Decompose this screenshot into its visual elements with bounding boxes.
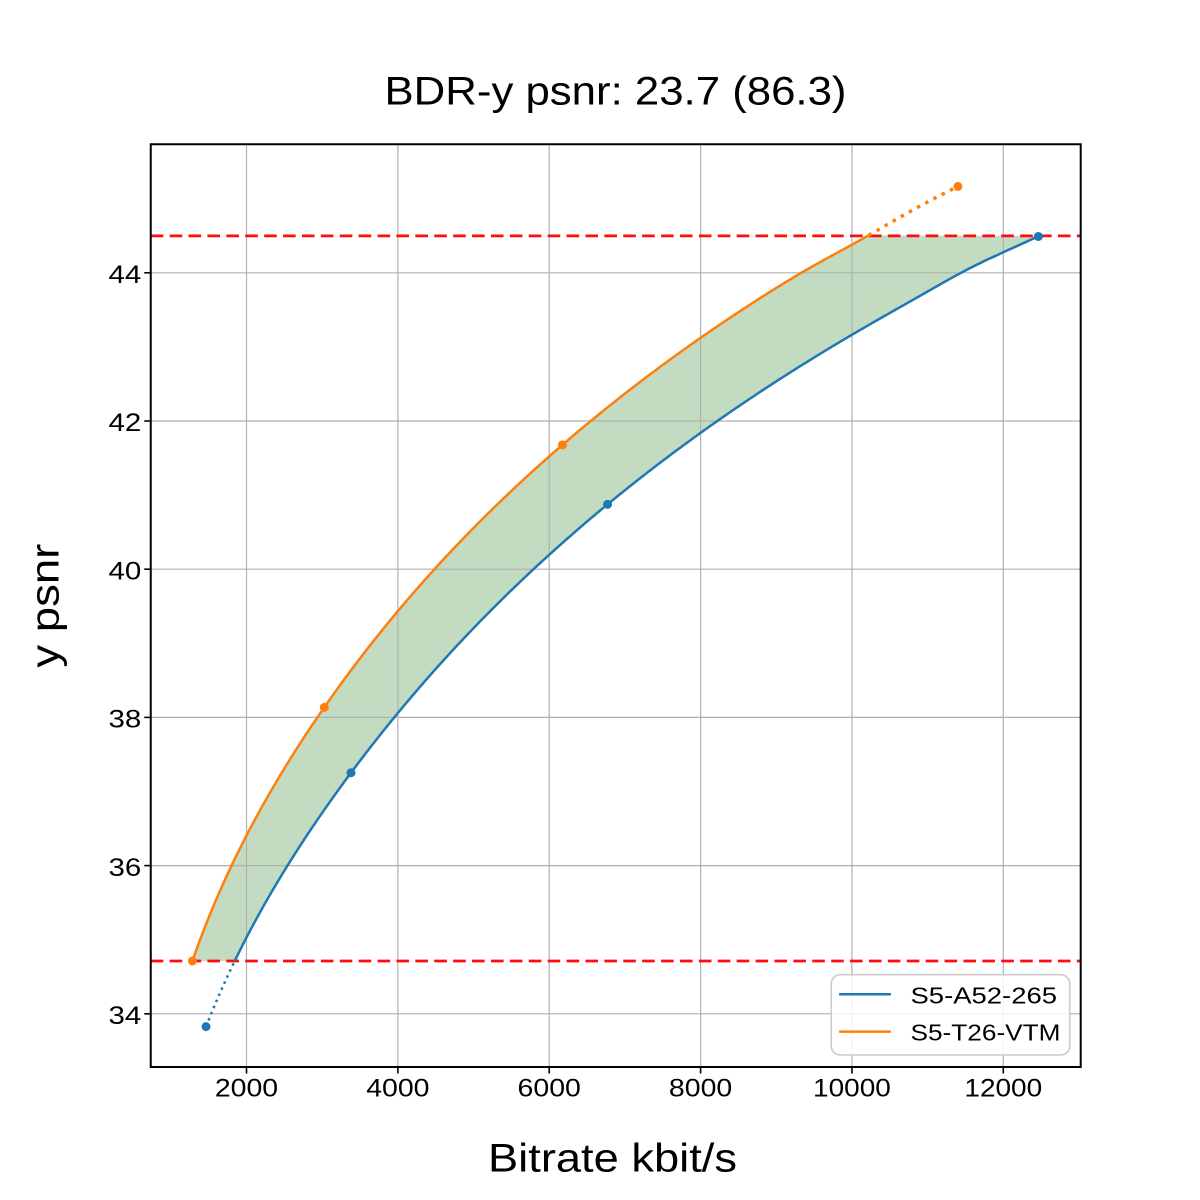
- svg-text:y psnr: y psnr: [24, 544, 68, 668]
- svg-text:4000: 4000: [366, 1075, 429, 1103]
- svg-text:S5-A52-265: S5-A52-265: [911, 982, 1058, 1008]
- svg-text:8000: 8000: [669, 1075, 732, 1103]
- svg-text:Bitrate kbit/s: Bitrate kbit/s: [488, 1136, 737, 1180]
- svg-text:BDR-y psnr: 23.7 (86.3): BDR-y psnr: 23.7 (86.3): [385, 69, 847, 113]
- svg-text:10000: 10000: [813, 1075, 891, 1103]
- svg-text:36: 36: [109, 854, 142, 882]
- svg-text:44: 44: [109, 261, 142, 289]
- svg-text:S5-T26-VTM: S5-T26-VTM: [911, 1020, 1061, 1046]
- svg-text:2000: 2000: [215, 1075, 278, 1103]
- svg-text:34: 34: [109, 1002, 142, 1030]
- svg-text:42: 42: [109, 409, 142, 437]
- svg-text:40: 40: [109, 557, 142, 585]
- svg-text:6000: 6000: [518, 1075, 581, 1103]
- svg-text:12000: 12000: [964, 1075, 1042, 1103]
- svg-text:38: 38: [109, 706, 142, 734]
